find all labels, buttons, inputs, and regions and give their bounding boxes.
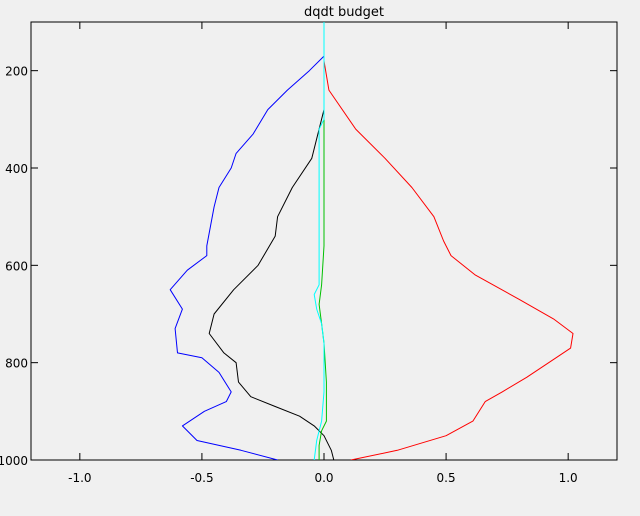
x-tick-label: 0.0 bbox=[314, 471, 333, 485]
y-tick-label: 400 bbox=[5, 162, 28, 176]
series-line-1 bbox=[323, 60, 574, 460]
y-tick-label: 800 bbox=[5, 357, 28, 371]
series-line-5 bbox=[313, 22, 325, 460]
series-line-2 bbox=[169, 55, 325, 460]
series-line-3 bbox=[208, 65, 335, 460]
x-tick-label: -0.5 bbox=[190, 471, 213, 485]
x-tick-label: -1.0 bbox=[68, 471, 91, 485]
y-tick-label: 1000 bbox=[0, 454, 28, 468]
series-layer bbox=[169, 22, 574, 460]
axis-ticks: -1.0 -0.5 0.0 0.5 1.0 200 400 600 800 1000 bbox=[0, 22, 617, 485]
chart-title: dqdt budget bbox=[304, 5, 384, 20]
y-tick-label: 200 bbox=[5, 65, 28, 79]
x-tick-label: 1.0 bbox=[559, 471, 578, 485]
y-tick-label: 600 bbox=[5, 259, 28, 273]
x-tick-label: 0.5 bbox=[437, 471, 456, 485]
